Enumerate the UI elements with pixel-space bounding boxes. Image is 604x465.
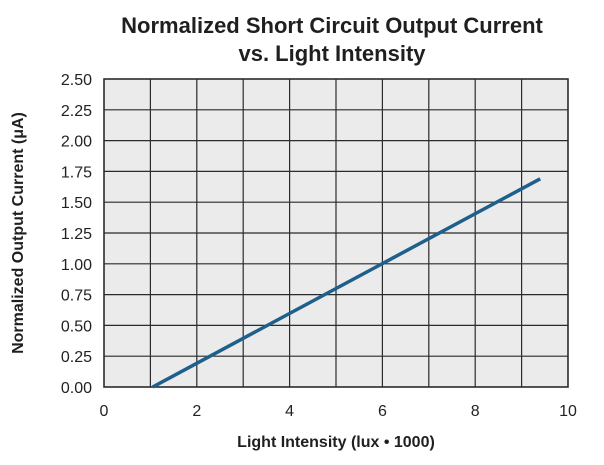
y-tick-label: 1.25 (61, 226, 92, 243)
x-axis-title: Light Intensity (lux • 1000) (237, 434, 435, 451)
y-tick-label: 0.25 (61, 349, 92, 366)
chart-title: Normalized Short Circuit Output Current (121, 13, 543, 38)
x-tick-label: 6 (378, 403, 387, 420)
y-tick-label: 0.75 (61, 288, 92, 305)
y-axis-title: Normalized Output Current (μA) (10, 112, 27, 354)
x-axis-ticks: 0 2 4 6 8 10 (100, 403, 577, 420)
y-tick-label: 1.00 (61, 257, 92, 274)
y-tick-label: 2.25 (61, 103, 92, 120)
y-tick-label: 2.00 (61, 134, 92, 151)
series-layer (151, 177, 542, 389)
x-tick-label: 4 (285, 403, 294, 420)
y-tick-label: 2.50 (61, 72, 92, 89)
y-tick-label: 1.75 (61, 164, 92, 181)
plot-frame (103, 78, 569, 388)
y-tick-label: 0.50 (61, 318, 92, 335)
series-line (151, 177, 542, 389)
y-tick-label: 0.00 (61, 380, 92, 397)
grid-lines (104, 79, 568, 387)
x-tick-label: 8 (471, 403, 480, 420)
x-tick-label: 2 (192, 403, 201, 420)
x-tick-label: 10 (559, 403, 577, 420)
chart-subtitle: vs. Light Intensity (238, 41, 426, 66)
y-axis-ticks: 0.00 0.25 0.50 0.75 1.00 1.25 1.50 1.75 2.00 2.25… (61, 72, 92, 397)
x-tick-label: 0 (100, 403, 109, 420)
y-tick-label: 1.50 (61, 195, 92, 212)
